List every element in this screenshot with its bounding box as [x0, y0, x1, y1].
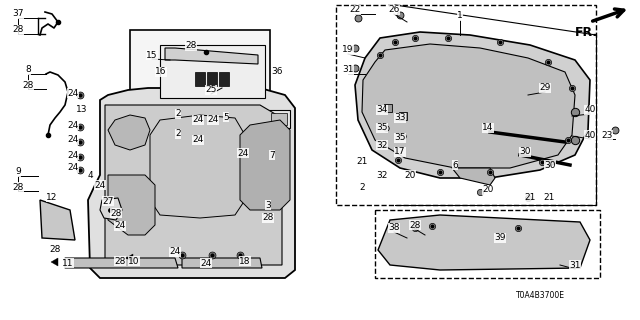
Text: 31: 31 — [569, 260, 580, 269]
Text: 27: 27 — [102, 196, 114, 205]
Text: 36: 36 — [271, 68, 283, 76]
Bar — [207, 72, 217, 86]
Text: 29: 29 — [540, 84, 550, 92]
Text: 28: 28 — [262, 213, 274, 222]
Text: 32: 32 — [376, 171, 388, 180]
Polygon shape — [126, 254, 133, 262]
Text: 35: 35 — [376, 124, 388, 132]
Text: 24: 24 — [115, 221, 125, 230]
Text: 2: 2 — [175, 130, 181, 139]
Text: 24: 24 — [94, 180, 106, 189]
Text: 19: 19 — [342, 45, 354, 54]
Text: 15: 15 — [147, 51, 157, 60]
Text: 28: 28 — [12, 26, 24, 35]
Text: 21: 21 — [543, 194, 555, 203]
Polygon shape — [452, 168, 495, 185]
Text: 40: 40 — [584, 131, 596, 140]
Bar — [268, 110, 290, 128]
Bar — [130, 30, 270, 102]
Text: 28: 28 — [115, 257, 125, 266]
Text: 37: 37 — [12, 10, 24, 19]
Polygon shape — [355, 32, 590, 178]
Text: 39: 39 — [494, 234, 506, 243]
Text: 24: 24 — [193, 116, 204, 124]
Text: 28: 28 — [110, 209, 122, 218]
Polygon shape — [40, 200, 75, 240]
Text: 1: 1 — [457, 12, 463, 20]
Polygon shape — [240, 120, 290, 210]
Text: 23: 23 — [602, 131, 612, 140]
Text: 24: 24 — [170, 247, 180, 257]
Bar — [336, 5, 596, 205]
Text: 28: 28 — [49, 245, 61, 254]
Text: 28: 28 — [410, 220, 420, 229]
Text: 24: 24 — [67, 89, 79, 98]
Text: 35: 35 — [394, 133, 406, 142]
Text: 2: 2 — [359, 183, 365, 193]
Text: 8: 8 — [25, 66, 31, 75]
Polygon shape — [182, 258, 262, 268]
Text: 30: 30 — [544, 161, 556, 170]
Text: 34: 34 — [376, 106, 388, 115]
Text: 2: 2 — [175, 109, 181, 118]
Text: 28: 28 — [12, 182, 24, 191]
Text: 14: 14 — [483, 124, 493, 132]
Text: 25: 25 — [205, 85, 217, 94]
Text: 33: 33 — [394, 114, 406, 123]
Polygon shape — [108, 175, 155, 235]
Polygon shape — [65, 258, 178, 268]
Text: 22: 22 — [349, 5, 360, 14]
Text: 10: 10 — [128, 257, 140, 266]
Text: T0A4B3700E: T0A4B3700E — [515, 291, 564, 300]
Text: 24: 24 — [193, 135, 204, 145]
Polygon shape — [362, 44, 575, 168]
Text: 24: 24 — [237, 148, 248, 157]
Text: FR.: FR. — [575, 26, 598, 39]
Text: 6: 6 — [452, 161, 458, 170]
Bar — [195, 72, 205, 86]
Text: 28: 28 — [186, 42, 196, 51]
Text: 26: 26 — [388, 5, 400, 14]
Text: 38: 38 — [388, 223, 400, 233]
Text: 12: 12 — [46, 193, 58, 202]
Polygon shape — [100, 198, 122, 220]
Polygon shape — [108, 115, 150, 150]
Text: 28: 28 — [22, 81, 34, 90]
Text: 24: 24 — [200, 259, 212, 268]
Polygon shape — [105, 105, 282, 265]
Text: 21: 21 — [524, 194, 536, 203]
Polygon shape — [88, 88, 295, 278]
Polygon shape — [51, 258, 58, 266]
Text: 32: 32 — [376, 140, 388, 149]
Text: 16: 16 — [156, 68, 167, 76]
Bar — [160, 45, 265, 98]
Text: 24: 24 — [67, 164, 79, 172]
Polygon shape — [150, 115, 245, 218]
Text: 24: 24 — [67, 121, 79, 130]
Text: 9: 9 — [15, 167, 21, 177]
Bar — [375, 210, 600, 278]
Text: 21: 21 — [356, 157, 368, 166]
Bar — [219, 72, 229, 86]
Text: 20: 20 — [404, 171, 416, 180]
Polygon shape — [165, 48, 258, 64]
Text: 31: 31 — [342, 66, 354, 75]
Bar — [271, 113, 287, 125]
Polygon shape — [378, 215, 590, 270]
Text: 40: 40 — [584, 106, 596, 115]
Text: 13: 13 — [76, 106, 88, 115]
Text: 3: 3 — [265, 201, 271, 210]
Text: 30: 30 — [519, 148, 531, 156]
Text: 24: 24 — [67, 150, 79, 159]
Text: 24: 24 — [67, 135, 79, 145]
Text: 4: 4 — [87, 171, 93, 180]
Text: 24: 24 — [207, 116, 219, 124]
Text: 17: 17 — [394, 148, 406, 156]
Text: 18: 18 — [239, 257, 251, 266]
Text: 5: 5 — [223, 113, 229, 122]
Text: 7: 7 — [269, 150, 275, 159]
Text: 20: 20 — [483, 186, 493, 195]
Text: 11: 11 — [62, 259, 74, 268]
